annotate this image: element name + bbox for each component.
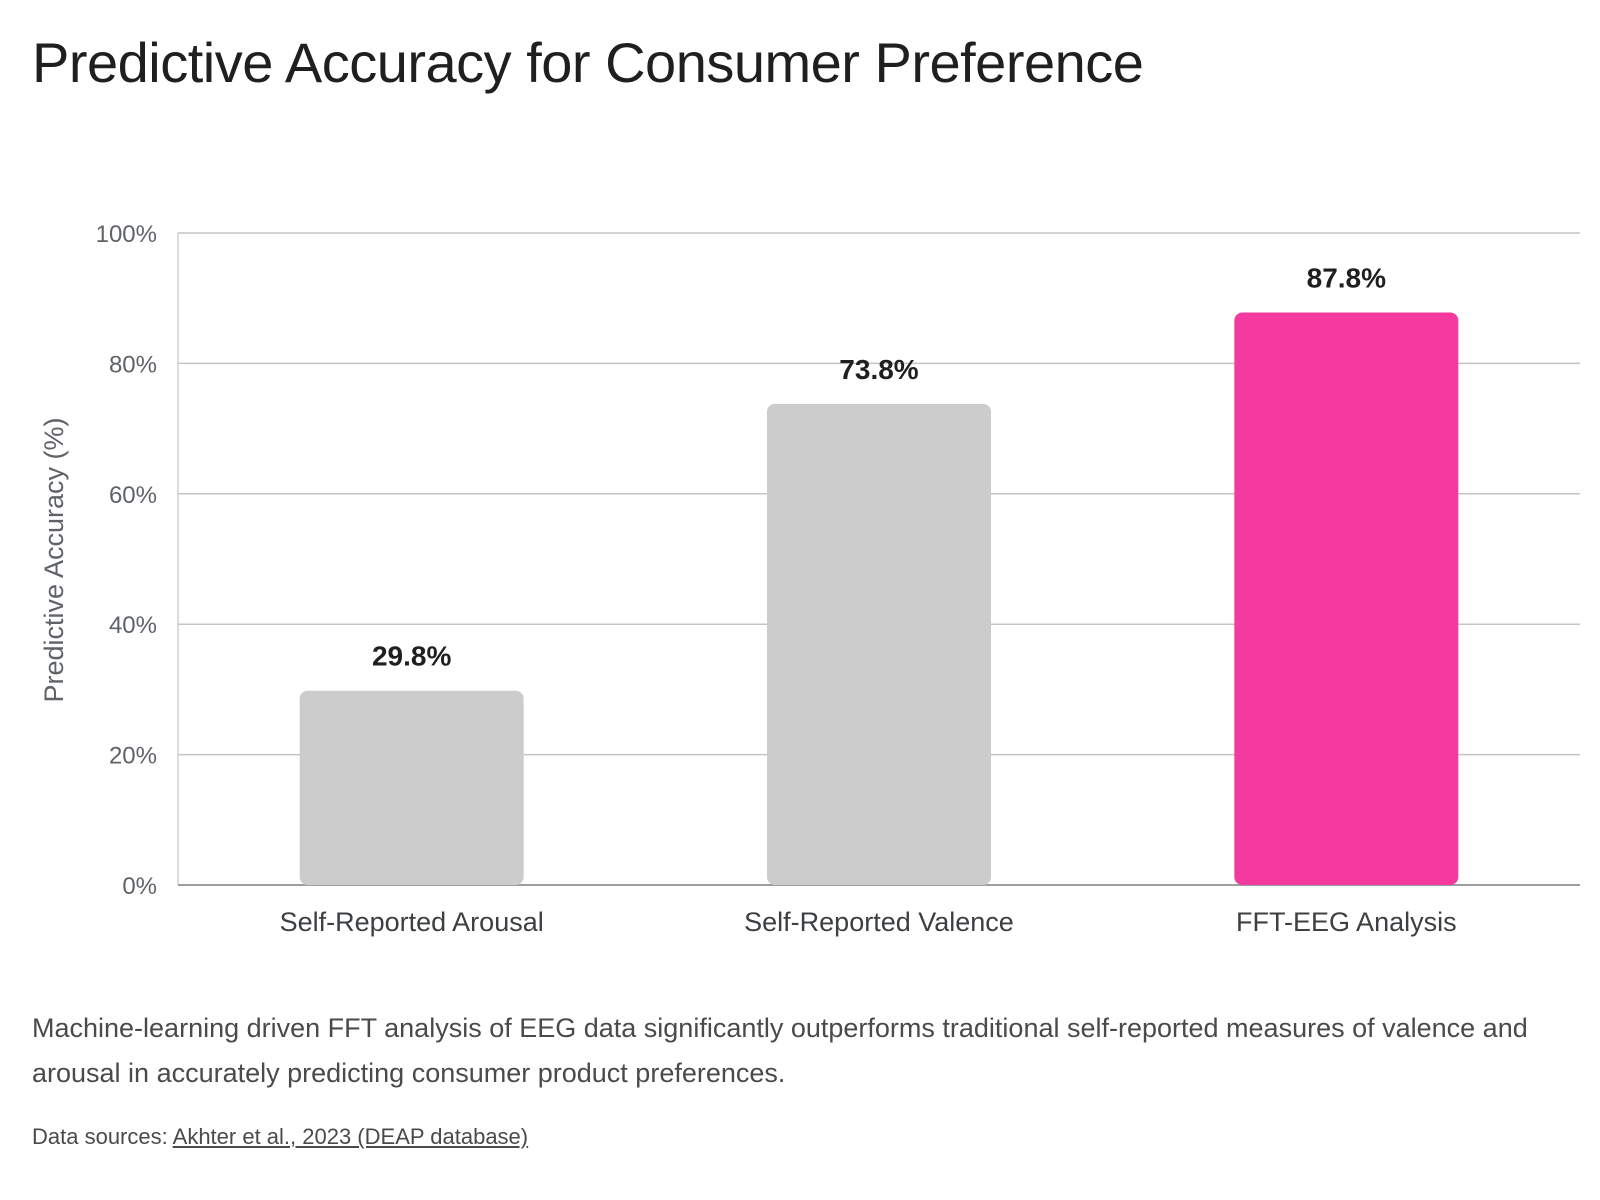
bar [767, 403, 991, 885]
y-axis-title: Predictive Accuracy (%) [39, 417, 69, 702]
bar-chart: 0% 20% 40% 60% 80% 100% 29.8% 73.8% 87.8% Self-… [39, 221, 1580, 937]
category-label: Self-Reported Arousal [280, 907, 544, 937]
data-source: Data sources: Akhter et al., 2023 (DEAP … [32, 1124, 528, 1150]
source-link[interactable]: Akhter et al., 2023 (DEAP database) [172, 1124, 529, 1149]
bar [1234, 312, 1459, 885]
y-tick-label: 60% [109, 482, 157, 509]
value-label: 87.8% [1307, 263, 1386, 294]
bar [299, 690, 524, 885]
value-label: 73.8% [839, 354, 918, 385]
category-label: Self-Reported Valence [744, 907, 1014, 937]
y-tick-label: 0% [122, 873, 157, 900]
value-labels: 29.8% 73.8% 87.8% [372, 263, 1386, 672]
chart-title: Predictive Accuracy for Consumer Prefere… [32, 31, 1144, 94]
source-prefix: Data sources: [32, 1124, 173, 1149]
bars [299, 312, 1459, 885]
category-label: FFT-EEG Analysis [1236, 907, 1457, 937]
value-label: 29.8% [372, 641, 451, 672]
y-tick-label: 80% [109, 351, 157, 378]
y-tick-label: 20% [109, 743, 157, 770]
y-tick-label: 100% [96, 221, 157, 248]
y-tick-labels: 0% 20% 40% 60% 80% 100% [96, 221, 157, 900]
category-labels: Self-Reported Arousal Self-Reported Valen… [280, 907, 1457, 937]
chart-caption: Machine-learning driven FFT analysis of … [32, 1013, 1528, 1088]
y-tick-label: 40% [109, 612, 157, 639]
